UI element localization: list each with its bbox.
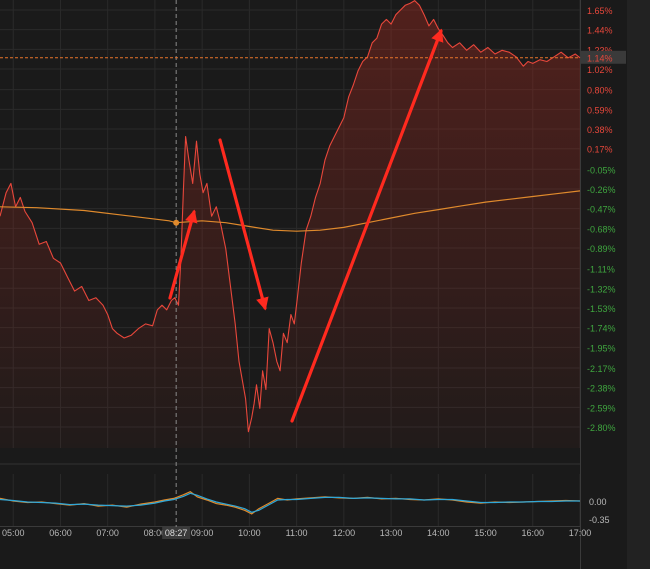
annotation-arrows — [168, 28, 444, 423]
y-tick-label: -0.68% — [587, 224, 616, 234]
oscillator-tick-label: 0.00 — [589, 497, 607, 507]
oscillator-tick-label: -0.35 — [589, 515, 610, 525]
x-tick-label: 16:00 — [522, 528, 545, 538]
y-tick-label: -1.11% — [587, 265, 615, 275]
price-line — [0, 0, 581, 433]
y-tick-label: -2.17% — [587, 364, 616, 374]
price-area-fill — [0, 0, 580, 448]
right-edge-strip — [627, 0, 650, 569]
price-area — [0, 0, 580, 448]
y-tick-label: -2.59% — [587, 403, 616, 413]
x-tick-label: 13:00 — [380, 528, 403, 538]
crosshair-time-label: 08:27 — [165, 528, 188, 538]
y-tick-label: 1.02% — [587, 65, 613, 75]
y-tick-label: -2.38% — [587, 384, 616, 394]
y-tick-label: -1.32% — [587, 284, 616, 294]
oscillator-line-b — [0, 492, 580, 513]
y-tick-label: -2.80% — [587, 423, 616, 433]
x-tick-label: 14:00 — [427, 528, 450, 538]
y-tick-label: -1.95% — [587, 343, 616, 353]
y-tick-label: -1.74% — [587, 324, 616, 334]
price-lines — [0, 0, 581, 433]
x-tick-label: 17:00 — [569, 528, 592, 538]
current-value-label: 1.14% — [587, 53, 613, 63]
x-tick-label: 06:00 — [49, 528, 72, 538]
x-tick-label: 12:00 — [333, 528, 356, 538]
x-tick-label: 07:00 — [96, 528, 119, 538]
annotation-arrow — [168, 209, 198, 300]
crosshair-marker — [173, 219, 180, 226]
x-tick-label: 08:00 — [144, 528, 167, 538]
y-tick-label: 1.44% — [587, 26, 613, 36]
average-line — [0, 190, 581, 232]
x-tick-label: 09:00 — [191, 528, 214, 538]
y-tick-label: 0.80% — [587, 86, 613, 96]
x-tick-label: 15:00 — [474, 528, 497, 538]
crosshair-time-badge — [162, 527, 191, 539]
y-tick-label: -0.89% — [587, 244, 616, 254]
y-tick-label: 0.17% — [587, 145, 613, 155]
y-tick-label: 0.59% — [587, 105, 613, 115]
x-tick-label: 10:00 — [238, 528, 261, 538]
y-tick-label: 0.38% — [587, 125, 613, 135]
y-tick-label: 1.23% — [587, 45, 613, 55]
annotation-arrow — [218, 138, 269, 311]
y-tick-label: -0.47% — [587, 205, 616, 215]
y-tick-label: -0.05% — [587, 165, 616, 175]
x-tick-label: 11:00 — [286, 528, 308, 538]
y-tick-label: -0.26% — [587, 185, 616, 195]
annotation-arrow — [290, 28, 444, 423]
current-value-badge — [581, 50, 626, 64]
y-tick-label: 1.65% — [587, 6, 613, 16]
y-tick-label: -1.53% — [587, 304, 616, 314]
axes: 1.65% 1.44% 1.23% 1.02% 0.80% 0.59% 0.38% 0.17%… — [2, 6, 626, 539]
x-tick-label: 05:00 — [2, 528, 25, 538]
oscillator-panel — [0, 491, 581, 515]
reference-layer — [0, 0, 580, 527]
